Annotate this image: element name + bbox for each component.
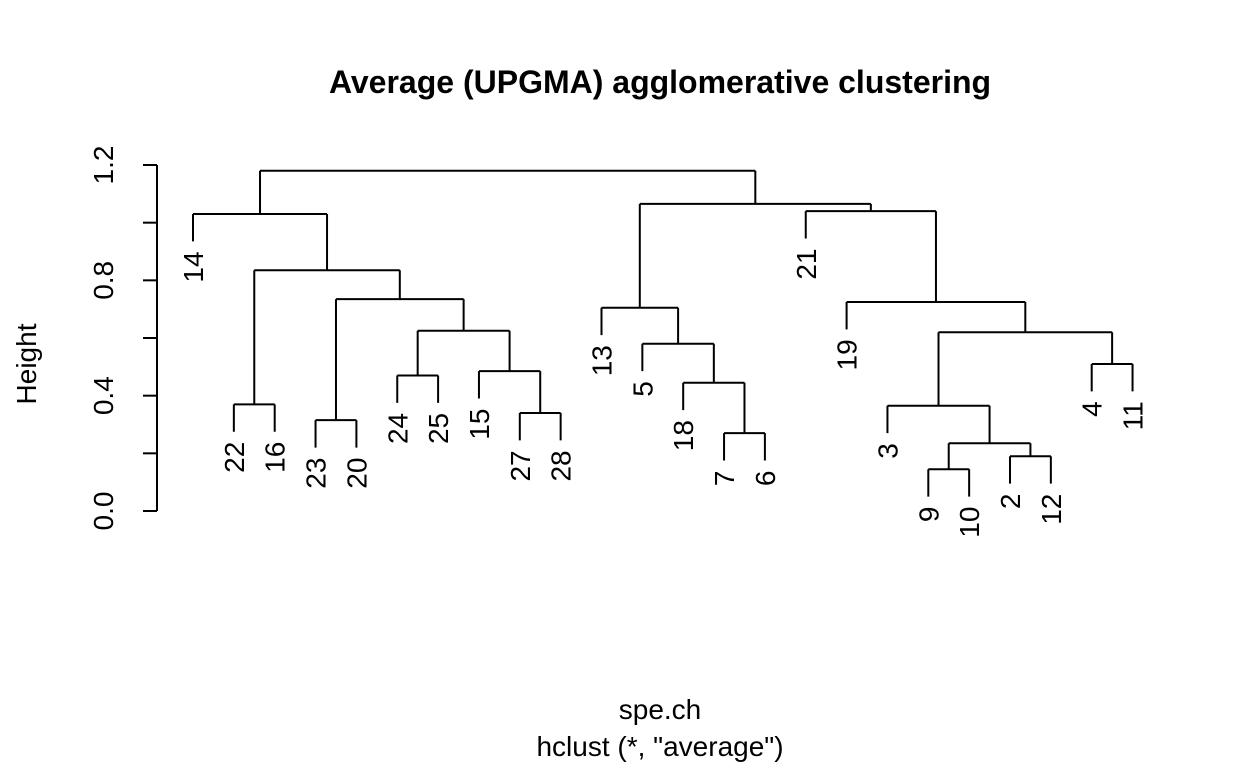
leaf-label-14: 14 xyxy=(178,251,209,282)
leaf-label-18: 18 xyxy=(668,420,699,451)
dendrogram-branch xyxy=(600,306,680,344)
y-axis-label: Height xyxy=(11,323,42,404)
x-axis-label: spe.ch xyxy=(619,694,702,725)
y-tick-label: 0.0 xyxy=(88,492,119,531)
subtitle-label: hclust (*, "average") xyxy=(536,731,783,762)
dendrogram-branch xyxy=(927,468,971,497)
leaf-label-10: 10 xyxy=(954,507,985,538)
leaf-label-3: 3 xyxy=(872,443,903,459)
leaf-label-24: 24 xyxy=(382,413,413,444)
leaf-label-22: 22 xyxy=(219,442,250,473)
y-tick-label: 0.4 xyxy=(88,376,119,415)
dendrogram-branch xyxy=(947,442,1032,470)
leaf-label-16: 16 xyxy=(260,442,291,473)
leaf-label-9: 9 xyxy=(913,507,944,523)
dendrogram-branch xyxy=(1009,455,1052,484)
dendrogram-branch xyxy=(682,381,746,434)
leaf-label-20: 20 xyxy=(341,458,372,489)
y-axis: 0.0 0.4 0.8 1.2 xyxy=(88,146,158,531)
leaf-label-15: 15 xyxy=(464,409,495,440)
leaf-label-6: 6 xyxy=(750,471,781,487)
dendrogram-branch xyxy=(937,331,1114,406)
dendrogram-branch xyxy=(641,342,715,383)
leaf-label-13: 13 xyxy=(587,345,618,376)
leaf-label-7: 7 xyxy=(709,471,740,487)
leaf-label-2: 2 xyxy=(995,494,1026,510)
dendrogram-tree xyxy=(192,169,1134,497)
leaf-label-11: 11 xyxy=(1118,401,1149,430)
dendrogram-branch xyxy=(253,269,401,405)
dendrogram-branch xyxy=(886,404,991,444)
dendrogram-branch xyxy=(518,411,562,441)
chart-title: Average (UPGMA) agglomerative clustering xyxy=(329,64,991,100)
leaf-labels: 22 16 23 20 24 25 27 28 15 14 7 6 18 5 13 9 10 2 12 3 4 11 19 2… xyxy=(178,249,1149,538)
dendrogram-branch xyxy=(1090,362,1134,392)
y-tick-label: 1.2 xyxy=(88,146,119,185)
dendrogram-branch xyxy=(477,370,542,413)
dendrogram-branch xyxy=(259,169,757,215)
dendrogram-branch xyxy=(723,432,766,461)
leaf-label-5: 5 xyxy=(627,381,658,397)
leaf-label-21: 21 xyxy=(791,249,822,280)
y-tick-label: 0.8 xyxy=(88,261,119,300)
dendrogram-branch xyxy=(314,419,358,448)
leaf-label-4: 4 xyxy=(1077,401,1108,417)
leaf-label-27: 27 xyxy=(505,450,536,481)
dendrogram-branch xyxy=(638,202,872,308)
dendrogram-branch xyxy=(192,213,329,271)
leaf-label-19: 19 xyxy=(832,339,863,370)
dendrogram-branch xyxy=(232,403,276,432)
dendrogram-branch xyxy=(334,298,465,421)
dendrogram-branch xyxy=(416,329,511,376)
leaf-label-12: 12 xyxy=(1036,494,1067,525)
leaf-label-23: 23 xyxy=(301,458,332,489)
dendrogram-branch xyxy=(804,210,937,302)
dendrogram-branch xyxy=(396,374,440,403)
dendrogram-branch xyxy=(845,300,1027,333)
leaf-label-25: 25 xyxy=(423,413,454,444)
leaf-label-28: 28 xyxy=(546,450,577,481)
